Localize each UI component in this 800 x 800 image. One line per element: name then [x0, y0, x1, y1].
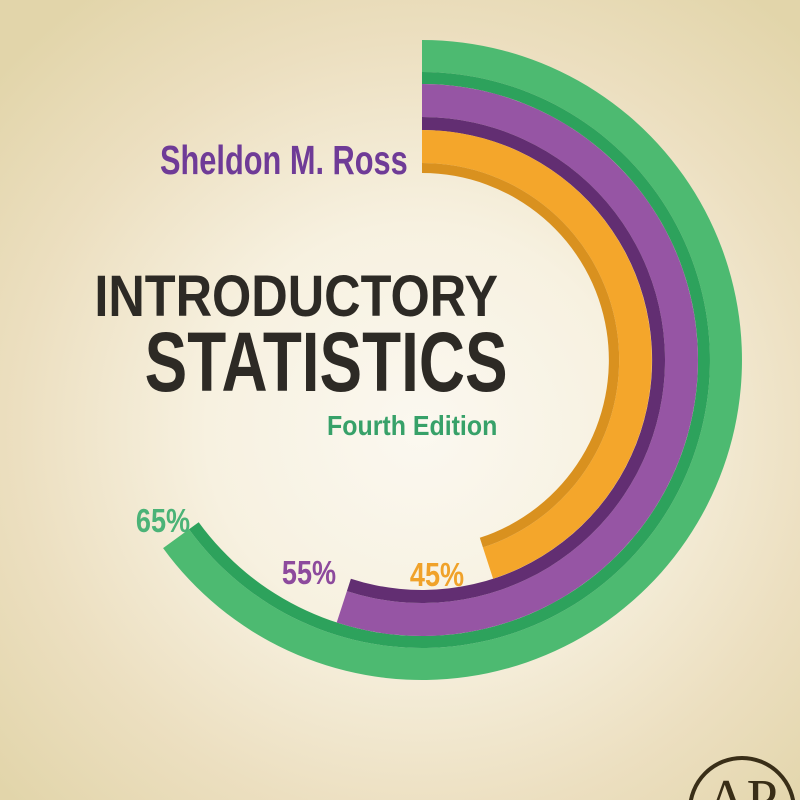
orange-ring-main-band [422, 130, 652, 579]
publisher-logo-letters: AP [706, 769, 778, 800]
publisher-logo-circle [688, 756, 796, 800]
edition-label: Fourth Edition [326, 410, 497, 441]
title-line-1: INTRODUCTORY [94, 264, 498, 329]
percent-label-green: 65% [135, 502, 191, 539]
publisher-logo: AP [688, 756, 796, 800]
author-name: Sheldon M. Ross [160, 137, 408, 183]
percent-label-purple: 55% [281, 554, 337, 591]
title-line-2: STATISTICS [145, 315, 508, 409]
percent-label-orange: 45% [409, 556, 465, 593]
